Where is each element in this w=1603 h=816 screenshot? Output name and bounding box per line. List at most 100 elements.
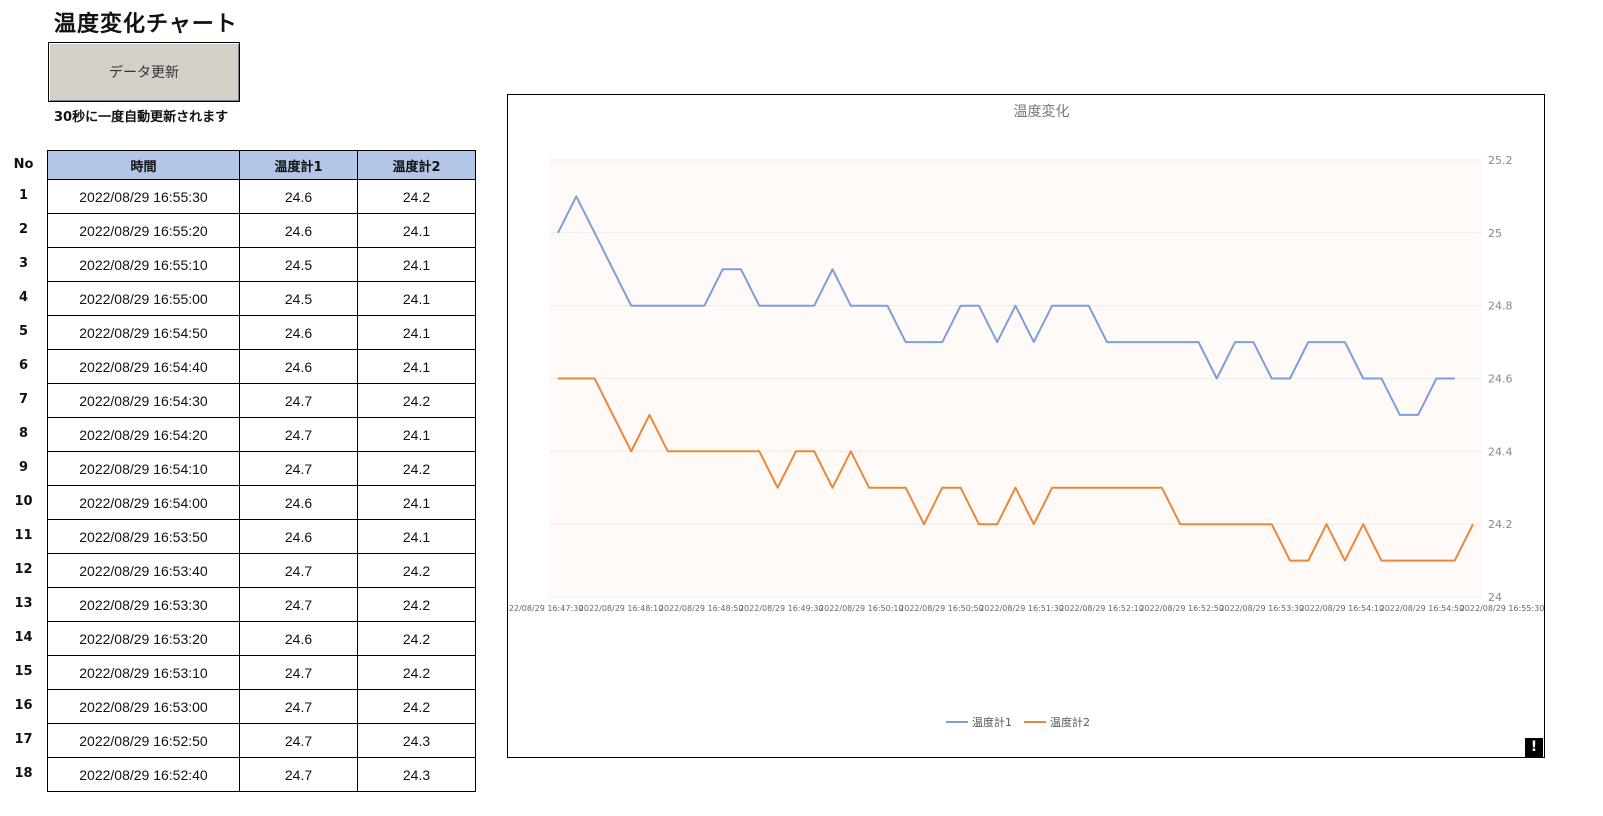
table-row[interactable]: 2022/08/29 16:53:30 24.7 24.2 bbox=[47, 587, 476, 622]
time-cell[interactable]: 2022/08/29 16:53:00 bbox=[47, 689, 240, 724]
time-cell[interactable]: 2022/08/29 16:54:40 bbox=[47, 349, 240, 384]
row-number: 16 bbox=[14, 698, 33, 713]
time-cell[interactable]: 2022/08/29 16:54:00 bbox=[47, 485, 240, 520]
refresh-data-button[interactable]: データ更新 bbox=[48, 42, 240, 102]
thermometer2-cell[interactable]: 24.1 bbox=[357, 417, 476, 452]
x-tick-label: 2022/08/29 16:54:10 bbox=[1300, 604, 1385, 613]
table-row[interactable]: 2022/08/29 16:54:40 24.6 24.1 bbox=[47, 349, 476, 384]
x-tick-label: 2022/08/29 16:47:30 bbox=[508, 604, 583, 613]
time-cell[interactable]: 2022/08/29 16:52:50 bbox=[47, 723, 240, 758]
time-cell[interactable]: 2022/08/29 16:54:30 bbox=[47, 383, 240, 418]
thermometer2-cell[interactable]: 24.1 bbox=[357, 519, 476, 554]
x-tick-label: 2022/08/29 16:48:50 bbox=[659, 604, 744, 613]
thermometer1-cell[interactable]: 24.6 bbox=[239, 179, 358, 214]
row-number: 2 bbox=[18, 222, 29, 237]
thermometer2-cell[interactable]: 24.1 bbox=[357, 247, 476, 282]
table-body: 2022/08/29 16:55:30 24.6 24.2 2022/08/29 16… bbox=[47, 179, 476, 792]
thermometer1-column-header[interactable]: 温度計1 bbox=[239, 150, 358, 180]
thermometer1-cell[interactable]: 24.7 bbox=[239, 553, 358, 588]
row-number: 3 bbox=[18, 256, 29, 271]
thermometer2-cell[interactable]: 24.1 bbox=[357, 281, 476, 316]
table-row[interactable]: 2022/08/29 16:55:10 24.5 24.1 bbox=[47, 247, 476, 282]
table-row[interactable]: 2022/08/29 16:54:50 24.6 24.1 bbox=[47, 315, 476, 350]
row-number: 8 bbox=[18, 426, 29, 441]
row-number: 9 bbox=[18, 460, 29, 475]
thermometer2-cell[interactable]: 24.2 bbox=[357, 621, 476, 656]
alert-icon[interactable]: ! bbox=[1525, 738, 1543, 757]
y-tick-label: 24.8 bbox=[1488, 300, 1513, 313]
thermometer1-cell[interactable]: 24.6 bbox=[239, 349, 358, 384]
row-number: 5 bbox=[18, 324, 29, 339]
no-column: 1 2 3 4 5 6 7 8 9 10 11 12 13 14 15 16 17 18 bbox=[0, 179, 47, 791]
thermometer2-cell[interactable]: 24.2 bbox=[357, 689, 476, 724]
x-tick-label: 2022/08/29 16:50:50 bbox=[899, 604, 984, 613]
thermometer1-cell[interactable]: 24.6 bbox=[239, 315, 358, 350]
time-cell[interactable]: 2022/08/29 16:55:10 bbox=[47, 247, 240, 282]
thermometer2-cell[interactable]: 24.2 bbox=[357, 179, 476, 214]
thermometer2-cell[interactable]: 24.1 bbox=[357, 349, 476, 384]
thermometer1-cell[interactable]: 24.7 bbox=[239, 587, 358, 622]
y-tick-label: 24.6 bbox=[1488, 373, 1513, 386]
time-cell[interactable]: 2022/08/29 16:55:00 bbox=[47, 281, 240, 316]
time-cell[interactable]: 2022/08/29 16:53:30 bbox=[47, 587, 240, 622]
row-number: 10 bbox=[14, 494, 33, 509]
time-cell[interactable]: 2022/08/29 16:54:50 bbox=[47, 315, 240, 350]
table-row[interactable]: 2022/08/29 16:54:20 24.7 24.1 bbox=[47, 417, 476, 452]
table-row[interactable]: 2022/08/29 16:53:00 24.7 24.2 bbox=[47, 689, 476, 724]
thermometer2-column-header[interactable]: 温度計2 bbox=[357, 150, 476, 180]
time-cell[interactable]: 2022/08/29 16:54:20 bbox=[47, 417, 240, 452]
thermometer1-cell[interactable]: 24.7 bbox=[239, 655, 358, 690]
time-cell[interactable]: 2022/08/29 16:53:50 bbox=[47, 519, 240, 554]
x-tick-label: 2022/08/29 16:54:50 bbox=[1380, 604, 1465, 613]
table-row[interactable]: 2022/08/29 16:55:00 24.5 24.1 bbox=[47, 281, 476, 316]
time-cell[interactable]: 2022/08/29 16:55:30 bbox=[47, 179, 240, 214]
time-cell[interactable]: 2022/08/29 16:53:40 bbox=[47, 553, 240, 588]
thermometer2-cell[interactable]: 24.1 bbox=[357, 485, 476, 520]
table-row[interactable]: 2022/08/29 16:53:40 24.7 24.2 bbox=[47, 553, 476, 588]
time-cell[interactable]: 2022/08/29 16:52:40 bbox=[47, 757, 240, 792]
thermometer1-cell[interactable]: 24.7 bbox=[239, 451, 358, 486]
table-row[interactable]: 2022/08/29 16:54:30 24.7 24.2 bbox=[47, 383, 476, 418]
table-row[interactable]: 2022/08/29 16:53:10 24.7 24.2 bbox=[47, 655, 476, 690]
time-column-header[interactable]: 時間 bbox=[47, 150, 240, 180]
thermometer2-cell[interactable]: 24.2 bbox=[357, 587, 476, 622]
thermometer1-cell[interactable]: 24.7 bbox=[239, 757, 358, 792]
thermometer2-cell[interactable]: 24.1 bbox=[357, 315, 476, 350]
thermometer1-cell[interactable]: 24.7 bbox=[239, 723, 358, 758]
table-header-row: 時間 温度計1 温度計2 bbox=[47, 150, 476, 180]
temperature-chart[interactable]: 温度変化 24 24.2 24.4 24.6 24.8 25 25.2 2022/08/29 1… bbox=[499, 94, 1545, 758]
thermometer2-cell[interactable]: 24.2 bbox=[357, 451, 476, 486]
time-cell[interactable]: 2022/08/29 16:53:10 bbox=[47, 655, 240, 690]
table-row[interactable]: 2022/08/29 16:54:10 24.7 24.2 bbox=[47, 451, 476, 486]
series-line-2 bbox=[558, 377, 1474, 562]
thermometer1-cell[interactable]: 24.6 bbox=[239, 485, 358, 520]
thermometer2-cell[interactable]: 24.2 bbox=[357, 383, 476, 418]
x-tick-label: 2022/08/29 16:51:30 bbox=[979, 604, 1064, 613]
thermometer2-cell[interactable]: 24.2 bbox=[357, 655, 476, 690]
table-row[interactable]: 2022/08/29 16:52:50 24.7 24.3 bbox=[47, 723, 476, 758]
thermometer2-cell[interactable]: 24.1 bbox=[357, 213, 476, 248]
thermometer2-cell[interactable]: 24.3 bbox=[357, 723, 476, 758]
table-row[interactable]: 2022/08/29 16:53:50 24.6 24.1 bbox=[47, 519, 476, 554]
table-row[interactable]: 2022/08/29 16:53:20 24.6 24.2 bbox=[47, 621, 476, 656]
thermometer1-cell[interactable]: 24.7 bbox=[239, 383, 358, 418]
y-tick-label: 25.2 bbox=[1488, 154, 1513, 167]
table-row[interactable]: 2022/08/29 16:54:00 24.6 24.1 bbox=[47, 485, 476, 520]
thermometer1-cell[interactable]: 24.7 bbox=[239, 417, 358, 452]
thermometer1-cell[interactable]: 24.6 bbox=[239, 213, 358, 248]
thermometer2-cell[interactable]: 24.2 bbox=[357, 553, 476, 588]
time-cell[interactable]: 2022/08/29 16:53:20 bbox=[47, 621, 240, 656]
thermometer1-cell[interactable]: 24.6 bbox=[239, 519, 358, 554]
thermometer1-cell[interactable]: 24.6 bbox=[239, 621, 358, 656]
row-number: 13 bbox=[14, 596, 33, 611]
time-cell[interactable]: 2022/08/29 16:55:20 bbox=[47, 213, 240, 248]
table-row[interactable]: 2022/08/29 16:52:40 24.7 24.3 bbox=[47, 757, 476, 792]
table-row[interactable]: 2022/08/29 16:55:30 24.6 24.2 bbox=[47, 179, 476, 214]
thermometer1-cell[interactable]: 24.7 bbox=[239, 689, 358, 724]
time-cell[interactable]: 2022/08/29 16:54:10 bbox=[47, 451, 240, 486]
x-tick-label: 2022/08/29 16:48:10 bbox=[579, 604, 664, 613]
table-row[interactable]: 2022/08/29 16:55:20 24.6 24.1 bbox=[47, 213, 476, 248]
thermometer1-cell[interactable]: 24.5 bbox=[239, 281, 358, 316]
thermometer2-cell[interactable]: 24.3 bbox=[357, 757, 476, 792]
thermometer1-cell[interactable]: 24.5 bbox=[239, 247, 358, 282]
